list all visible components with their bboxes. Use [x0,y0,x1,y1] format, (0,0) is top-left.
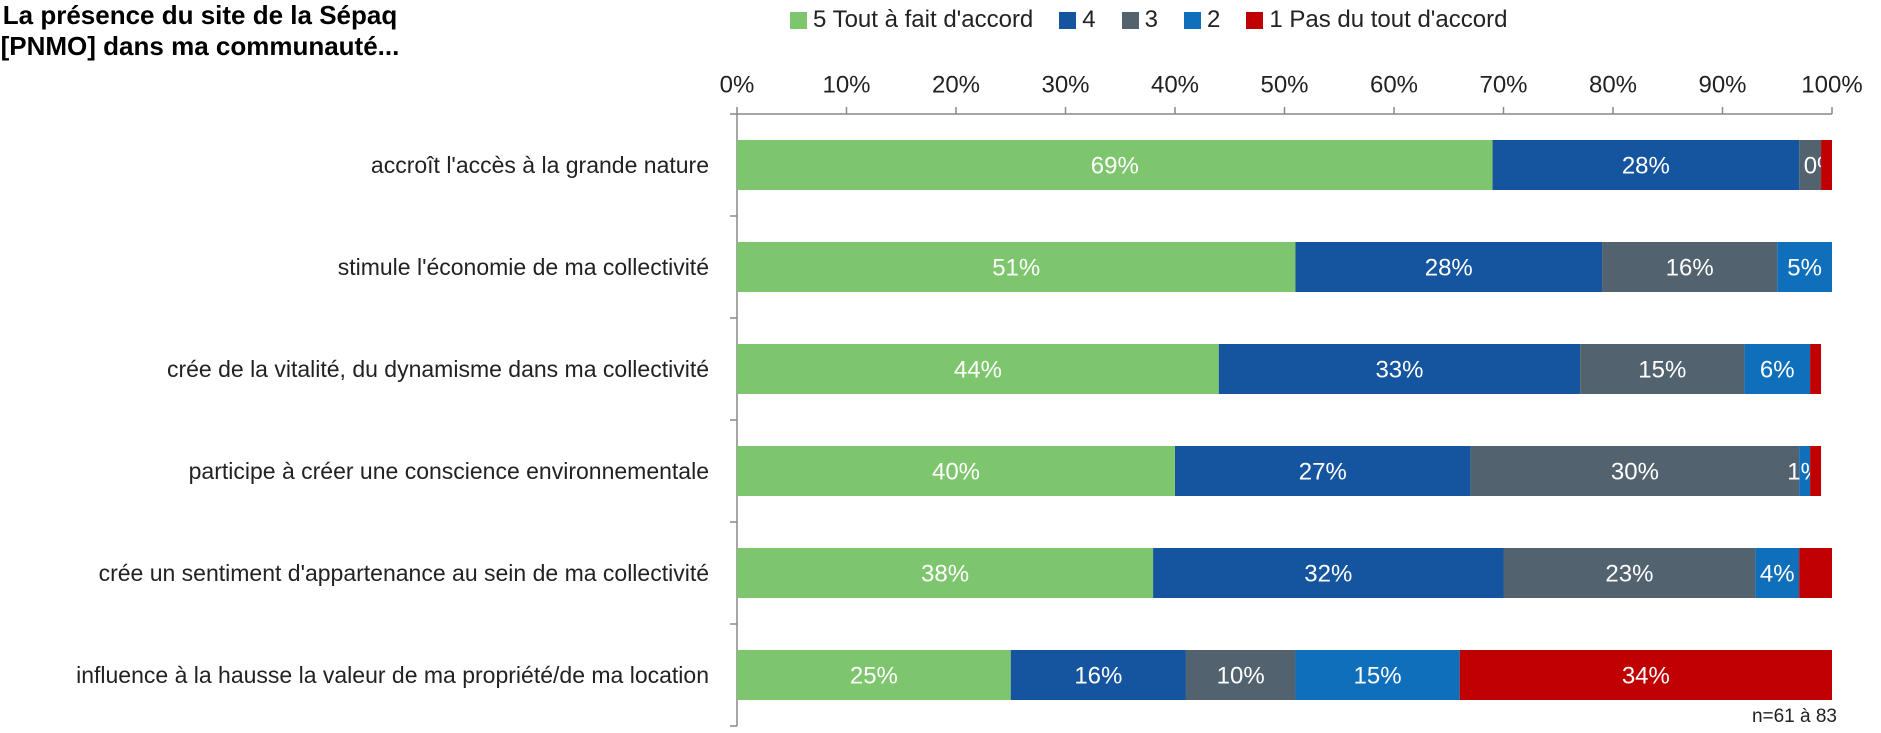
bar-segment [1295,242,1603,292]
legend-item: 4 [1059,6,1096,34]
data-label: 5% [1787,254,1822,281]
legend-swatch [1059,11,1077,29]
legend-item: 3 [1121,6,1158,34]
data-label: 38% [921,560,969,587]
legend-label: 3 [1144,6,1158,33]
data-label: 28% [1622,152,1670,179]
bar-segment [737,650,1011,700]
data-label: 6% [1760,356,1795,383]
x-tick-label: 40% [1151,71,1199,98]
legend-label: 5 Tout à fait d'accord [813,6,1034,33]
category-label: participe à créer une conscience environ… [188,458,709,484]
bar-segment [1175,446,1471,496]
bar-segment [737,344,1219,394]
data-label: 10% [1217,662,1265,689]
data-label: 15% [1638,356,1686,383]
data-label: 25% [850,662,898,689]
data-label: 27% [1299,458,1347,485]
bar-segment [1810,344,1822,394]
bar-segment [1503,548,1756,598]
bar-segment [1470,446,1800,496]
data-label: 28% [1425,254,1473,281]
bar-segment [1799,140,1822,190]
note: n=61 à 83 [1751,706,1837,727]
bar-segment [1459,650,1832,700]
legend-label: 4 [1082,6,1096,33]
x-tick-label: 60% [1370,71,1418,98]
bar-segment [1185,650,1296,700]
data-label: 40% [932,458,980,485]
bar-segment [737,548,1154,598]
data-label: 4% [1760,560,1795,587]
category-label: influence à la hausse la valeur de ma pr… [76,662,709,688]
bar-segment [1799,548,1832,598]
bar-segment [1799,446,1811,496]
bar-segment [737,140,1493,190]
category-label: crée de la vitalité, du dynamisme dans m… [166,356,709,382]
data-label: 23% [1605,560,1653,587]
legend-label: 2 [1207,6,1221,33]
chart-title: La présence du site de la Sépaq [PNMO] d… [0,0,400,61]
x-tick-label: 100% [1801,71,1862,98]
x-tick-label: 90% [1698,71,1746,98]
bar-segment [1010,650,1186,700]
x-tick-label: 20% [932,71,980,98]
legend-item: 2 [1184,6,1220,34]
bar-segment [737,242,1296,292]
data-label: 69% [1091,152,1139,179]
legend-item: 5 Tout à fait d'accord [790,6,1033,34]
x-tick-label: 80% [1589,71,1637,98]
data-label: 33% [1375,356,1423,383]
data-label: 34% [1622,662,1670,689]
data-label: 30% [1611,458,1659,485]
bar-segment [1744,344,1811,394]
x-tick-label: 0% [720,71,755,98]
bar-segment [737,446,1175,496]
data-label: 44% [954,356,1002,383]
bar-segment [1602,242,1778,292]
data-label: 16% [1666,254,1714,281]
bar-segment [1810,446,1822,496]
x-tick-label: 50% [1260,71,1308,98]
x-tick-label: 10% [822,71,870,98]
data-label: 16% [1074,662,1122,689]
data-label: 15% [1354,662,1402,689]
bar-segment [1777,242,1832,292]
category-label: accroît l'accès à la grande nature [370,152,709,178]
bar-segment [1295,650,1460,700]
bar-segment [1821,140,1832,190]
category-label: stimule l'économie de ma collectivité [337,254,709,280]
data-label: 51% [992,254,1040,281]
x-tick-label: 70% [1479,71,1527,98]
legend-swatch [790,11,807,29]
x-tick-label: 30% [1041,71,1089,98]
category-label: crée un sentiment d'appartenance au sein… [98,560,709,586]
legend: 5 Tout à fait d'accord 4 3 2 1 Pas du tout d… [790,6,1507,34]
bar-segment [1153,548,1504,598]
legend-swatch [1121,11,1139,29]
bar-segment [1218,344,1581,394]
bar-segment [1580,344,1745,394]
legend-swatch [1246,11,1264,29]
legend-swatch [1184,11,1201,29]
data-label: 32% [1304,560,1352,587]
bar-segment [1755,548,1800,598]
legend-item: 1 Pas du tout d'accord [1246,6,1507,34]
legend-label: 1 Pas du tout d'accord [1269,6,1508,33]
bar-segment [1492,140,1800,190]
